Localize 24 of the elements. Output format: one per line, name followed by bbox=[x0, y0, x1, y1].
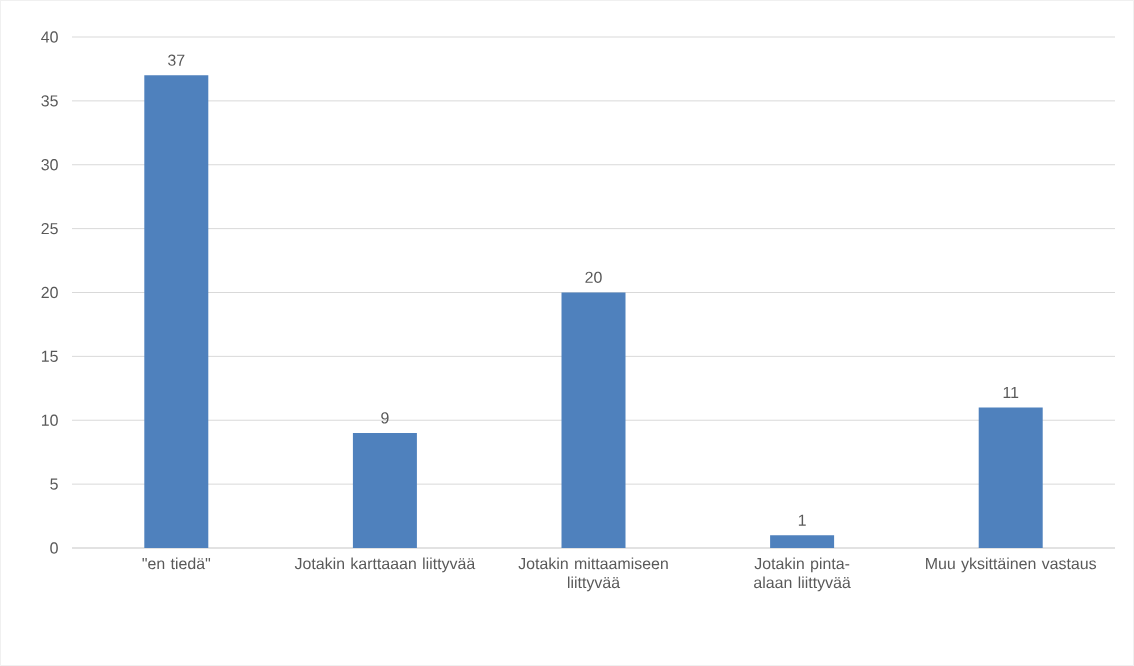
data-label: 37 bbox=[168, 54, 185, 66]
y-tick-label: 10 bbox=[41, 414, 58, 426]
bar bbox=[144, 75, 209, 548]
x-tick-label: Muu yksittäinen vastaus bbox=[926, 557, 1097, 573]
data-label: 20 bbox=[585, 271, 602, 283]
bar bbox=[352, 433, 417, 548]
y-tick-label: 30 bbox=[41, 159, 58, 171]
y-tick-label: 20 bbox=[41, 286, 58, 299]
y-tick-label: 15 bbox=[41, 350, 58, 362]
y-tick-label: 0 bbox=[50, 542, 58, 554]
y-tick-label: 5 bbox=[50, 478, 58, 490]
bar bbox=[978, 407, 1043, 548]
data-label: 1 bbox=[798, 514, 806, 526]
x-tick-label: Jotakin karttaaan liittyvää bbox=[294, 557, 476, 573]
y-tick-label: 40 bbox=[41, 31, 58, 43]
x-tick-label: "en tiedä" bbox=[142, 557, 211, 570]
y-tick-label: 35 bbox=[41, 95, 58, 107]
x-tick-label: Jotakin mittaamiseen liittyvää bbox=[518, 557, 668, 592]
y-tick-label: 25 bbox=[41, 222, 58, 235]
bar bbox=[770, 535, 835, 548]
x-tick-label: Jotakin pinta-alaan liittyvää bbox=[754, 557, 851, 592]
data-label: 11 bbox=[1003, 386, 1019, 398]
data-label: 9 bbox=[381, 412, 389, 424]
bar bbox=[561, 292, 626, 548]
